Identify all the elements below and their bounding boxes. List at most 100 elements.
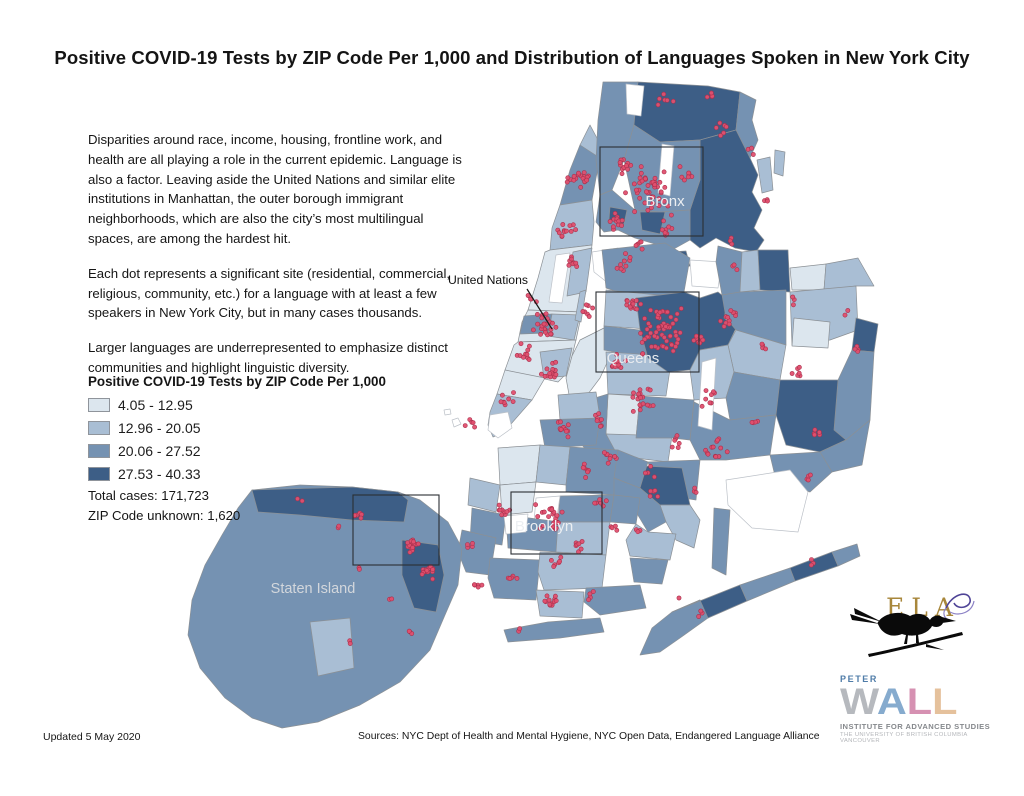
language-site-dot xyxy=(648,463,653,469)
language-site-dot xyxy=(526,357,532,362)
language-site-dot xyxy=(544,366,550,372)
language-site-dot xyxy=(633,243,639,248)
zip-region-c3 xyxy=(601,242,691,299)
language-site-dot xyxy=(705,451,711,457)
legend-items: 4.05 - 12.95 12.96 - 20.05 20.06 - 27.52 27… xyxy=(88,397,388,482)
language-site-dot xyxy=(805,477,811,483)
language-site-dot xyxy=(696,614,702,619)
language-site-dot xyxy=(580,309,586,314)
language-site-dot xyxy=(677,330,683,336)
language-site-dot xyxy=(812,427,818,433)
language-site-dot xyxy=(711,389,716,395)
language-site-dot xyxy=(585,469,590,475)
language-site-dot xyxy=(621,258,627,264)
language-site-dot xyxy=(614,351,619,357)
language-site-dot xyxy=(498,399,504,405)
language-site-dot xyxy=(356,566,362,572)
zip-region-c2 xyxy=(535,444,571,486)
language-site-dot xyxy=(637,195,643,201)
language-site-dot xyxy=(411,539,416,545)
totals-block: Total cases: 171,723 ZIP Code unknown: 1… xyxy=(88,486,240,527)
language-site-dot xyxy=(659,227,665,233)
language-site-dot xyxy=(590,305,595,311)
language-site-dot xyxy=(694,333,699,339)
borough-label-queens: Queens xyxy=(607,350,660,367)
language-site-dot xyxy=(674,311,680,317)
sources-text: Sources: NYC Dept of Health and Mental H… xyxy=(358,731,820,742)
language-site-dot xyxy=(637,407,643,413)
legend-class-label: 12.96 - 20.05 xyxy=(118,420,201,436)
language-site-dot xyxy=(559,233,565,239)
language-site-dot xyxy=(749,419,755,425)
page-title: Positive COVID-19 Tests by ZIP Code Per … xyxy=(54,47,970,68)
language-site-dot xyxy=(643,470,648,476)
language-site-dot xyxy=(673,344,678,349)
language-site-dot xyxy=(598,423,603,429)
language-site-dot xyxy=(299,498,305,504)
language-site-dot xyxy=(686,170,692,176)
language-site-dot xyxy=(507,576,513,581)
language-site-dot xyxy=(648,307,653,313)
zip-region-park xyxy=(451,417,462,428)
language-site-dot xyxy=(407,549,413,555)
language-site-dot xyxy=(649,205,654,211)
language-site-dot xyxy=(603,498,609,504)
language-site-dot xyxy=(624,298,630,304)
language-site-dot xyxy=(669,444,675,450)
language-site-dot xyxy=(627,304,633,310)
zip-region-c2 xyxy=(756,156,774,194)
language-site-dot xyxy=(638,170,644,176)
language-site-dot xyxy=(541,321,547,327)
language-site-dot xyxy=(462,423,468,428)
zip-region-c3 xyxy=(831,543,861,567)
language-site-dot xyxy=(499,392,505,398)
language-site-dot xyxy=(718,318,723,324)
language-site-dot xyxy=(652,333,657,339)
language-site-dot xyxy=(630,408,636,414)
language-site-dot xyxy=(576,170,581,176)
legend-row: 12.96 - 20.05 xyxy=(88,420,388,436)
language-site-dot xyxy=(472,424,477,430)
language-site-dot xyxy=(542,598,548,604)
language-site-dot xyxy=(852,346,858,352)
language-site-dot xyxy=(665,203,671,209)
language-site-dot xyxy=(685,174,691,180)
language-site-dot xyxy=(538,331,543,337)
zip-region-park xyxy=(443,408,452,416)
language-site-dot xyxy=(547,601,553,607)
language-site-dot xyxy=(634,306,640,312)
language-site-dot xyxy=(729,241,735,247)
borough-label-brooklyn: Brooklyn xyxy=(515,518,573,535)
language-site-dot xyxy=(644,326,650,332)
language-site-dot xyxy=(546,514,551,519)
language-site-dot xyxy=(551,564,557,569)
language-site-dot xyxy=(623,263,629,269)
language-site-dot xyxy=(674,433,680,439)
language-site-dot xyxy=(518,341,524,347)
language-site-dot xyxy=(656,196,662,202)
language-site-dot xyxy=(475,584,481,590)
language-site-dot xyxy=(543,329,548,335)
language-site-dot xyxy=(632,209,637,215)
intro-text-block: Disparities around race, income, housing… xyxy=(88,130,466,393)
language-site-dot xyxy=(845,308,851,313)
language-site-dot xyxy=(556,520,561,526)
language-site-dot xyxy=(638,301,644,307)
language-site-dot xyxy=(645,183,651,188)
language-site-dot xyxy=(728,308,734,313)
language-site-dot xyxy=(531,327,536,333)
language-site-dot xyxy=(517,626,523,632)
zip-region-park xyxy=(548,252,571,304)
intro-paragraph: Disparities around race, income, housing… xyxy=(88,132,462,246)
language-site-dot xyxy=(669,212,674,218)
language-site-dot xyxy=(638,164,644,170)
language-site-dot xyxy=(594,418,600,424)
zip-region-c1 xyxy=(497,444,541,486)
legend-swatch-icon xyxy=(88,467,110,481)
wall-letter: L xyxy=(906,681,933,722)
language-site-dot xyxy=(645,402,650,408)
language-site-dot xyxy=(808,472,813,478)
language-site-dot xyxy=(664,345,669,351)
language-site-dot xyxy=(430,567,436,572)
language-site-dot xyxy=(553,598,559,604)
